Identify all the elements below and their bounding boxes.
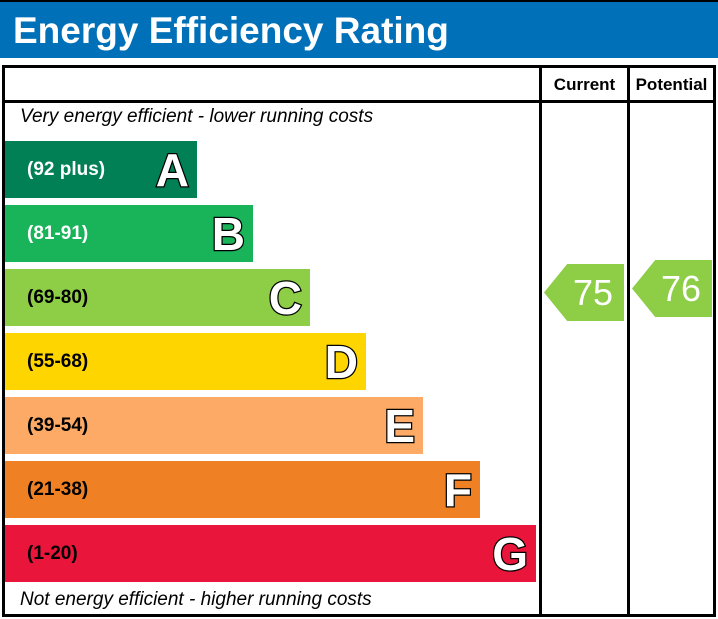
- band-letter: E: [383, 399, 416, 454]
- band-row-e: (39-54) E: [5, 397, 423, 454]
- rating-table: Current Potential Very energy efficient …: [2, 65, 716, 617]
- band-range-label: (69-80): [27, 287, 89, 308]
- band-letter: G: [491, 527, 529, 582]
- band-row-c: (69-80) C: [5, 269, 310, 326]
- caption-not-efficient: Not energy efficient - higher running co…: [20, 589, 372, 610]
- band-row-d: (55-68) D: [5, 333, 366, 390]
- current-rating-value: 75: [572, 272, 614, 313]
- page-title: Energy Efficiency Rating: [13, 10, 449, 51]
- band-range-label: (81-91): [27, 223, 89, 244]
- column-header-current: Current: [553, 75, 616, 94]
- band-row-a: (92 plus) A: [5, 141, 197, 198]
- band-row-b: (81-91) B: [5, 205, 253, 262]
- band-row-f: (21-38) F: [5, 461, 480, 518]
- column-divider-potential: [627, 68, 630, 614]
- band-row-g: (1-20) G: [5, 525, 536, 582]
- column-divider-current: [539, 68, 542, 614]
- band-range-label: (39-54): [27, 415, 89, 436]
- potential-rating-arrow: 76: [632, 260, 712, 317]
- current-rating-arrow: 75: [544, 264, 624, 321]
- band-letter: C: [268, 271, 304, 326]
- band-range-label: (21-38): [27, 479, 89, 500]
- band-letter: A: [155, 143, 191, 198]
- header-separator-line: [5, 100, 713, 103]
- band-range-label: (55-68): [27, 351, 89, 372]
- band-letter: F: [443, 463, 474, 518]
- band-letter: D: [324, 335, 360, 390]
- band-range-label: (1-20): [27, 543, 78, 564]
- band-range-label: (92 plus): [27, 159, 106, 180]
- column-header-potential: Potential: [635, 75, 708, 94]
- caption-very-efficient: Very energy efficient - lower running co…: [20, 106, 374, 127]
- potential-rating-value: 76: [660, 268, 702, 309]
- band-letter: B: [211, 207, 247, 262]
- title-bar: Energy Efficiency Rating: [0, 0, 718, 58]
- rating-table-inner: Current Potential Very energy efficient …: [5, 68, 713, 614]
